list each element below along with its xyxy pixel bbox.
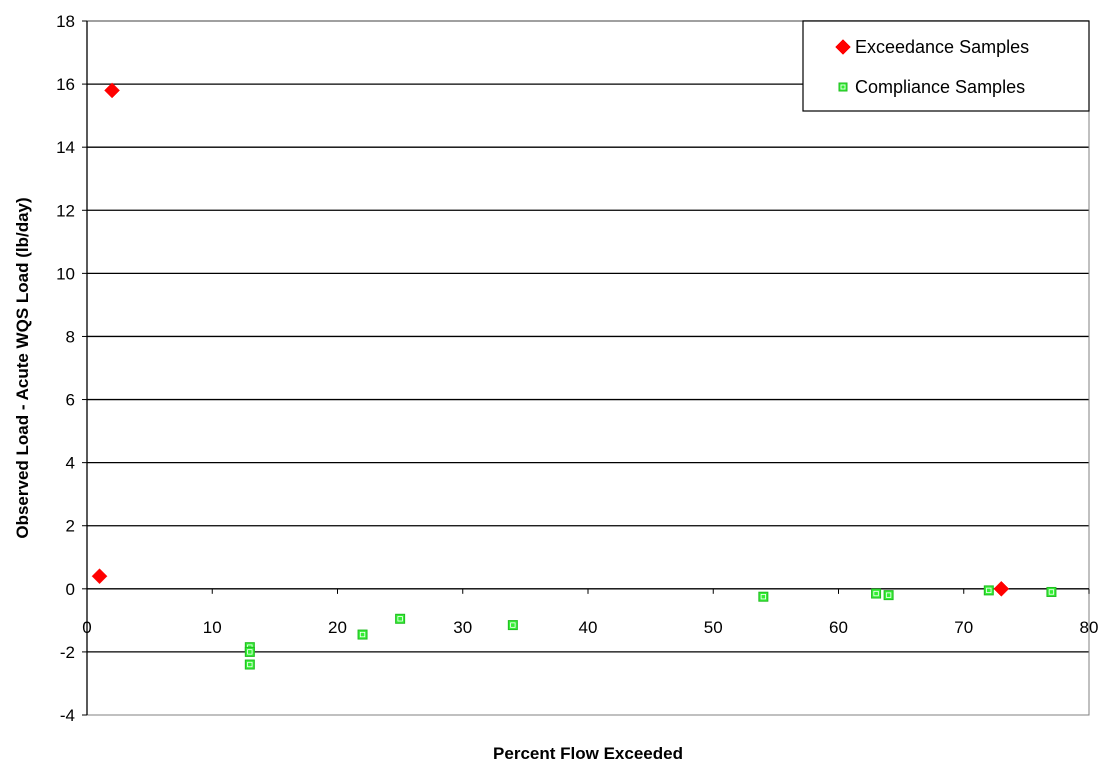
x-tick-label: 0 bbox=[82, 618, 91, 637]
tick-labels: -4 -2 0 2 4 6 8 10 12 14 16 18 0 10 20 30 40 50 60 70 80 bbox=[56, 12, 1098, 725]
compliance-point-fill bbox=[1046, 586, 1057, 597]
legend-items: Exceedance Samples Compliance Samples bbox=[835, 37, 1029, 97]
compliance-point-fill bbox=[871, 588, 882, 599]
x-tick-label: 80 bbox=[1080, 618, 1099, 637]
x-tick-label: 30 bbox=[453, 618, 472, 637]
compliance-point-inner bbox=[247, 649, 253, 655]
y-tick-label: 0 bbox=[66, 580, 75, 599]
compliance-point-inner bbox=[247, 661, 253, 668]
x-tick-label: 40 bbox=[579, 618, 598, 637]
compliance-point-fill bbox=[758, 591, 769, 602]
compliance-point-fill bbox=[883, 590, 894, 601]
grid-lines bbox=[87, 20, 1089, 653]
exceedance-point bbox=[91, 568, 108, 585]
compliance-point-inner bbox=[510, 622, 516, 628]
legend-marker-compliance bbox=[838, 82, 848, 92]
y-tick-label: -4 bbox=[60, 706, 75, 725]
y-tick-label: 18 bbox=[56, 12, 75, 31]
x-axis-title: Percent Flow Exceeded bbox=[493, 744, 683, 763]
legend-marker-exceedance bbox=[835, 39, 851, 55]
y-tick-label: 16 bbox=[56, 75, 75, 94]
compliance-point-inner bbox=[760, 594, 766, 600]
compliance-point bbox=[395, 613, 406, 624]
compliance-point bbox=[983, 585, 994, 596]
compliance-point-inner bbox=[397, 616, 403, 622]
y-tick-label: 8 bbox=[66, 327, 75, 346]
y-tick-label: -2 bbox=[60, 643, 75, 662]
plot-area-border bbox=[86, 20, 1090, 716]
x-tick-label: 70 bbox=[954, 618, 973, 637]
compliance-point-fill bbox=[395, 613, 406, 624]
compliance-point bbox=[507, 620, 518, 631]
legend-box bbox=[802, 20, 1090, 112]
y-tick-label: 4 bbox=[66, 454, 75, 473]
compliance-point bbox=[244, 659, 255, 670]
legend-marker-compliance-inner bbox=[840, 84, 846, 90]
legend-label: Compliance Samples bbox=[855, 77, 1025, 97]
y-tick-label: 6 bbox=[66, 391, 75, 410]
compliance-point-inner bbox=[885, 592, 892, 598]
data-points bbox=[91, 82, 1057, 670]
legend-marker-compliance-fill bbox=[838, 82, 848, 92]
y-tick-label: 14 bbox=[56, 138, 75, 157]
x-tick-label: 60 bbox=[829, 618, 848, 637]
compliance-point-fill bbox=[983, 585, 994, 596]
compliance-point-fill bbox=[244, 659, 255, 670]
compliance-point-fill bbox=[507, 620, 518, 631]
compliance-point bbox=[883, 590, 894, 601]
axes bbox=[82, 20, 1090, 716]
exceedance-point bbox=[104, 82, 120, 99]
x-tick-label: 50 bbox=[704, 618, 723, 637]
compliance-point bbox=[758, 591, 769, 602]
exceedance-point bbox=[993, 580, 1010, 597]
compliance-point bbox=[1046, 586, 1057, 597]
compliance-point-fill bbox=[244, 646, 255, 657]
y-tick-label: 12 bbox=[56, 201, 75, 220]
compliance-point-inner bbox=[1048, 589, 1055, 595]
compliance-point-inner bbox=[986, 587, 992, 594]
y-axis-title: Observed Load - Acute WQS Load (lb/day) bbox=[13, 197, 32, 538]
y-tick-label: 2 bbox=[66, 517, 75, 536]
x-tick-label: 20 bbox=[328, 618, 347, 637]
compliance-point-fill bbox=[357, 629, 368, 640]
compliance-point bbox=[357, 629, 368, 640]
compliance-point-inner bbox=[359, 631, 366, 638]
x-tick-label: 10 bbox=[203, 618, 222, 637]
legend: Exceedance Samples Compliance Samples bbox=[802, 20, 1090, 112]
y-tick-label: 10 bbox=[56, 264, 75, 283]
compliance-point-inner bbox=[873, 590, 879, 597]
compliance-point bbox=[244, 646, 255, 657]
legend-label: Exceedance Samples bbox=[855, 37, 1029, 57]
compliance-point bbox=[871, 588, 882, 599]
